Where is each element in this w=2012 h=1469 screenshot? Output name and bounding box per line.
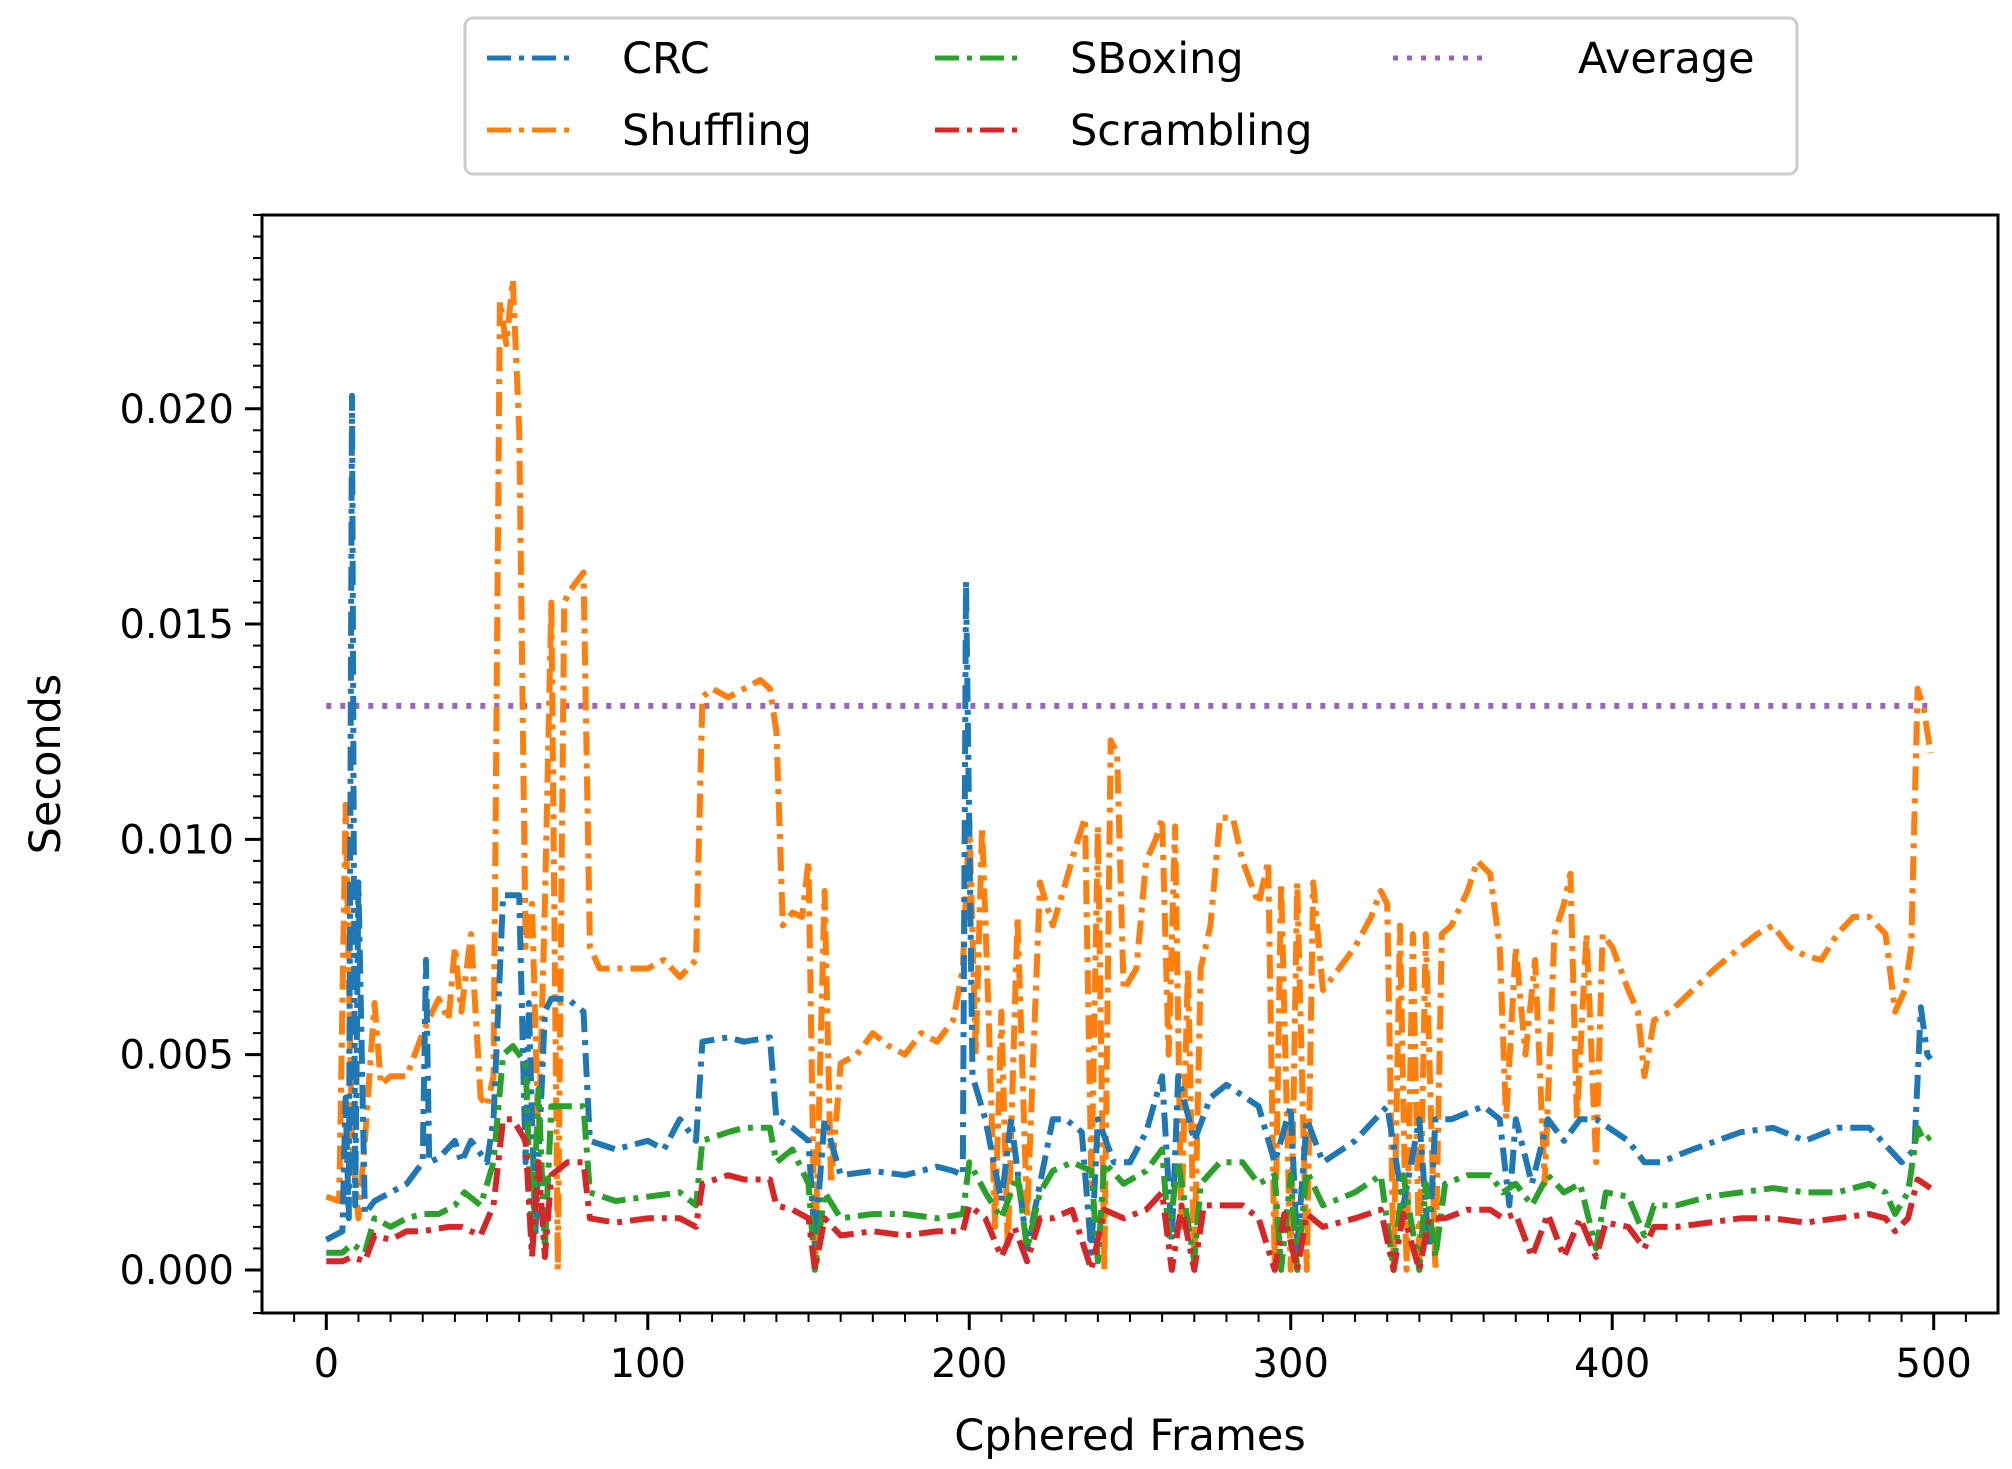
y-tick-label: 0.020 bbox=[119, 387, 234, 433]
series-line-shuffling bbox=[325, 276, 1934, 1273]
x-axis-title: Cphered Frames bbox=[954, 1411, 1306, 1461]
x-tick-label: 0 bbox=[314, 1341, 339, 1387]
y-tick-label: 0.010 bbox=[119, 817, 234, 863]
y-axis-title: Seconds bbox=[21, 674, 71, 855]
y-tick-label: 0.015 bbox=[119, 602, 234, 648]
legend-label-average: Average bbox=[1578, 34, 1755, 84]
x-tick-label: 100 bbox=[610, 1341, 686, 1387]
y-tick-label: 0.005 bbox=[119, 1033, 234, 1079]
legend-label-scrambling: Scrambling bbox=[1070, 106, 1313, 156]
ticks-layer: 0 100 200 300 400 500 0.000 0.005 0.010 0.015 0.02… bbox=[119, 214, 1972, 1387]
x-tick-label: 400 bbox=[1574, 1341, 1650, 1387]
x-tick-label: 300 bbox=[1253, 1341, 1329, 1387]
legend-label-crc: CRC bbox=[622, 34, 710, 84]
legend-label-shuffling: Shuffling bbox=[622, 106, 812, 156]
y-tick-label: 0.000 bbox=[119, 1248, 234, 1294]
legend-label-sboxing: SBoxing bbox=[1070, 34, 1244, 84]
series-line-crc bbox=[324, 392, 1933, 1256]
x-tick-label: 200 bbox=[931, 1341, 1007, 1387]
x-tick-label: 500 bbox=[1896, 1341, 1972, 1387]
legend: CRC SBoxing Average Shuffling Scrambling bbox=[463, 16, 1799, 176]
series-line-scrambling bbox=[326, 1116, 1933, 1273]
series-line-sboxing bbox=[326, 1043, 1933, 1273]
series-layer bbox=[324, 276, 1934, 1273]
